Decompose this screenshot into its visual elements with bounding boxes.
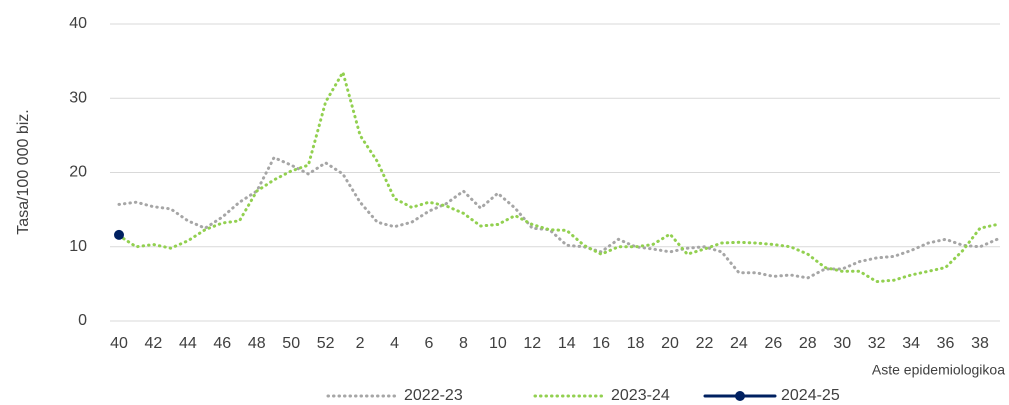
- x-tick-label: 50: [282, 335, 300, 352]
- x-tick-label: 2: [356, 335, 365, 352]
- series-line: [117, 156, 999, 280]
- x-tick-label: 16: [592, 335, 610, 352]
- x-tick-label: 26: [764, 335, 782, 352]
- series-line: [117, 70, 999, 284]
- x-tick-label: 22: [696, 335, 714, 352]
- x-tick-label: 8: [459, 335, 468, 352]
- y-tick-label: 30: [69, 89, 87, 106]
- x-tick-label: 24: [730, 335, 748, 352]
- y-axis-title: Tasa/100 000 biz.: [15, 109, 32, 234]
- x-tick-label: 28: [799, 335, 817, 352]
- x-tick-label: 12: [523, 335, 541, 352]
- legend-label: 2023-24: [611, 387, 670, 404]
- y-tick-label: 0: [78, 312, 87, 329]
- x-tick-label: 30: [833, 335, 851, 352]
- point: [114, 229, 124, 240]
- x-tick-label: 14: [558, 335, 576, 352]
- legend-label: 2024-25: [781, 387, 840, 404]
- x-tick-label: 52: [317, 335, 335, 352]
- y-tick-label: 40: [69, 15, 87, 32]
- x-axis-title: Aste epidemiologikoa: [872, 362, 1005, 378]
- x-tick-label: 4: [390, 335, 399, 352]
- legend-label: 2022-23: [404, 387, 463, 404]
- y-tick-label: 20: [69, 164, 87, 181]
- x-tick-label: 42: [145, 335, 163, 352]
- x-tick-label: 20: [661, 335, 679, 352]
- legend-marker: [735, 391, 745, 401]
- x-tick-label: 38: [971, 335, 989, 352]
- x-tick-label: 48: [248, 335, 266, 352]
- x-tick-label: 18: [627, 335, 645, 352]
- x-tick-label: 40: [110, 335, 128, 352]
- x-tick-label: 34: [902, 335, 920, 352]
- x-tick-label: 32: [868, 335, 886, 352]
- x-tick-label: 36: [937, 335, 955, 352]
- y-tick-label: 10: [69, 238, 87, 255]
- x-tick-label: 44: [179, 335, 197, 352]
- x-tick-label: 46: [213, 335, 231, 352]
- x-tick-label: 6: [425, 335, 434, 352]
- x-tick-label: 10: [489, 335, 507, 352]
